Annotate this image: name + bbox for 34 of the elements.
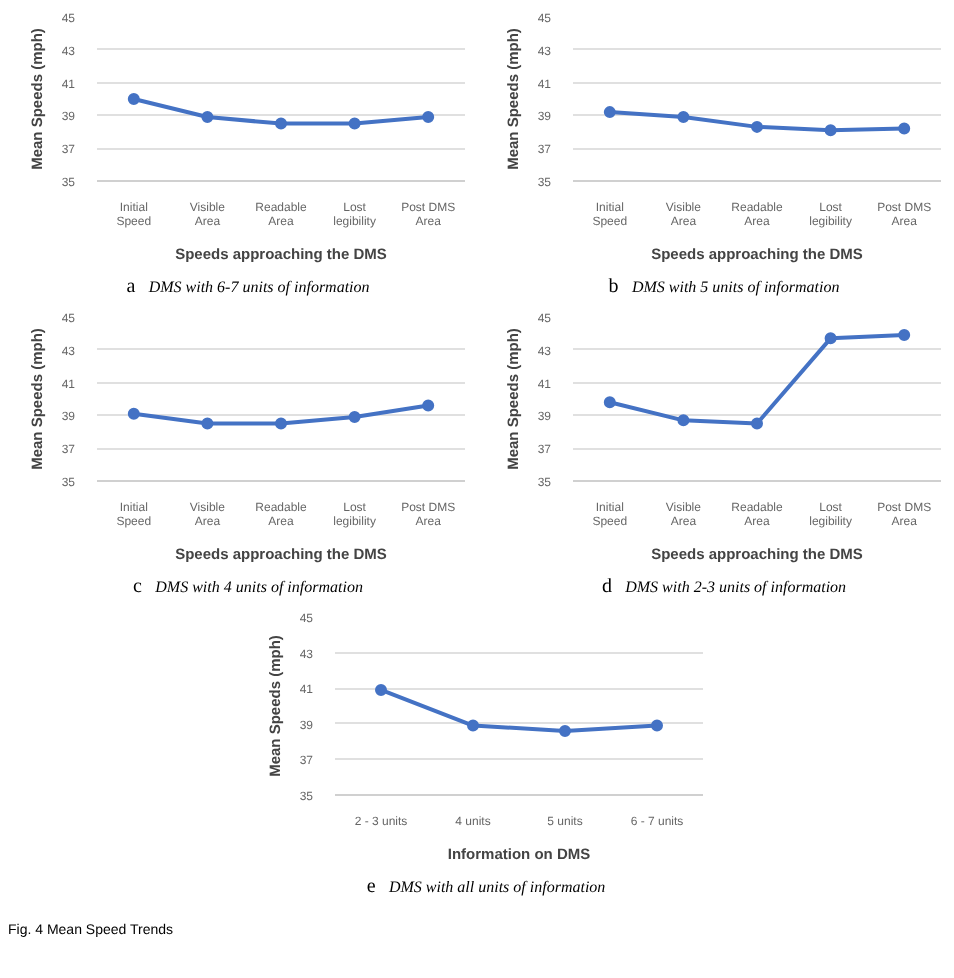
point <box>824 332 837 345</box>
text: d <box>601 576 612 598</box>
point <box>651 719 663 732</box>
point <box>201 111 214 124</box>
point <box>422 111 435 124</box>
point <box>751 120 763 133</box>
point <box>201 417 214 430</box>
point <box>751 417 763 430</box>
point <box>677 111 690 124</box>
point <box>898 329 911 342</box>
point <box>559 724 571 737</box>
point <box>677 414 690 427</box>
text: DMS with all units of information <box>388 878 606 896</box>
point <box>275 117 287 130</box>
point <box>127 93 140 105</box>
point <box>275 417 287 430</box>
point <box>603 396 616 409</box>
point <box>824 124 837 137</box>
point <box>603 106 616 119</box>
point <box>348 411 361 424</box>
text: e <box>366 876 376 898</box>
point <box>467 719 479 732</box>
text: a <box>126 276 136 298</box>
text: DMS with 6-7 units of information <box>148 278 370 296</box>
text: b <box>608 276 619 298</box>
point <box>348 117 361 130</box>
text: DMS with 4 units of information <box>155 578 363 596</box>
point <box>127 407 140 420</box>
text: DMS with 5 units of information <box>631 278 840 296</box>
text: c <box>133 576 142 598</box>
text: DMS with 2-3 units of information <box>625 578 847 596</box>
point <box>898 122 911 135</box>
point <box>422 399 435 412</box>
point <box>375 683 387 696</box>
